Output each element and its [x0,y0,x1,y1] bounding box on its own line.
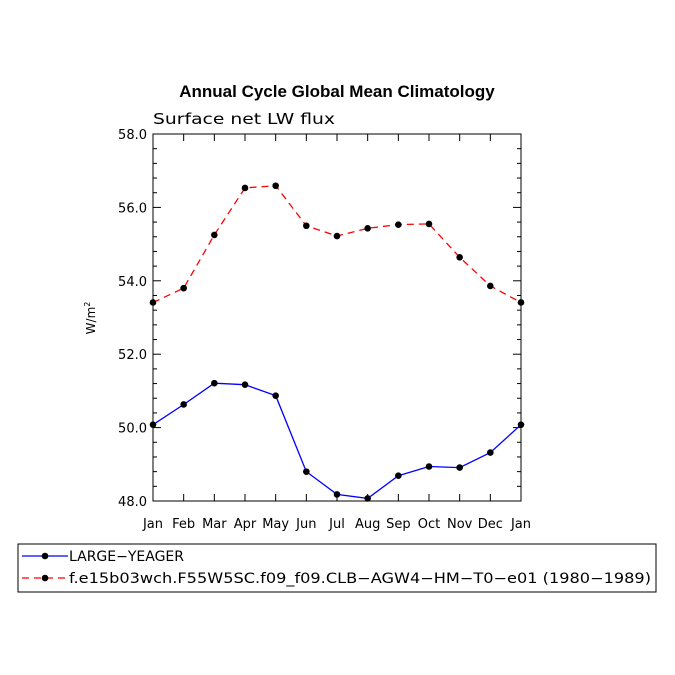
series-0-point [333,491,341,498]
series-0-point [487,449,494,456]
y-axis-label: W/m2 [83,302,98,335]
series-0-point [241,381,249,388]
series-line-1 [152,185,522,304]
legend-label-1: f.e15b03wch.F55W5SC.f09_f09.CLB−AGW4−HM−… [69,571,651,587]
x-axis-ticks: Jan Feb Mar Apr May Jun Jul Aug Sep Oct Nov Dec Jan [142,134,531,532]
chart-title: Annual Cycle Global Mean Climatology [179,82,495,101]
x-tick-label: Jul [328,517,345,532]
y-tick-label: 56.0 [118,201,147,216]
x-tick-label: Dec [478,517,503,532]
plot-axes [152,133,522,502]
data-series [149,182,525,502]
x-tick-label: Jan [510,517,531,532]
series-0-point [425,463,433,470]
series-1-point [149,299,157,306]
series-1-point [487,282,494,290]
series-1-point [303,222,310,230]
series-1-point [395,221,402,228]
series-0-point [517,421,525,428]
plot-frame [152,133,522,502]
series-1-point [211,231,218,239]
x-tick-label: Apr [234,517,257,532]
series-1-point [180,284,187,292]
x-tick-label: Nov [447,517,473,532]
x-tick-label: Aug [355,517,380,532]
x-tick-label: Sep [386,517,411,532]
y-tick-label: 52.0 [118,348,147,363]
legend-marker-1 [41,574,49,582]
series-0-point [149,421,157,428]
legend: LARGE−YEAGER f.e15b03wch.F55W5SC.f09_f09… [17,543,657,593]
series-0-point [456,464,463,471]
series-1-point [333,232,341,240]
series-0-point [364,495,371,502]
y-tick-label: 50.0 [118,422,147,437]
y-axis-ticks: 48.0 50.0 52.0 54.0 56.0 58.0 [118,128,521,510]
series-0-point [180,401,187,408]
x-tick-label: Feb [172,517,195,532]
series-1-point [425,220,433,228]
chart-subtitle: Surface net LW flux [153,110,335,128]
x-tick-label: Jan [142,517,163,532]
y-tick-label: 48.0 [118,495,147,510]
legend-marker-0 [41,552,49,560]
y-tick-label: 54.0 [118,275,147,290]
series-1-point [517,299,525,306]
y-tick-label: 58.0 [118,128,147,143]
series-1-point [364,225,371,232]
series-0-point [395,472,402,479]
legend-box [17,543,657,593]
series-line-0 [152,382,522,500]
x-tick-label: Jun [295,517,316,532]
series-1-point [272,182,279,190]
x-tick-label: Mar [202,517,227,532]
series-1-point [456,254,463,261]
series-0-point [211,379,218,387]
series-0-point [303,468,310,475]
series-0-point [272,392,279,399]
series-1-point [241,184,249,192]
x-tick-label: May [262,517,289,532]
x-tick-label: Oct [418,517,440,532]
legend-label-0: LARGE−YEAGER [69,549,184,565]
